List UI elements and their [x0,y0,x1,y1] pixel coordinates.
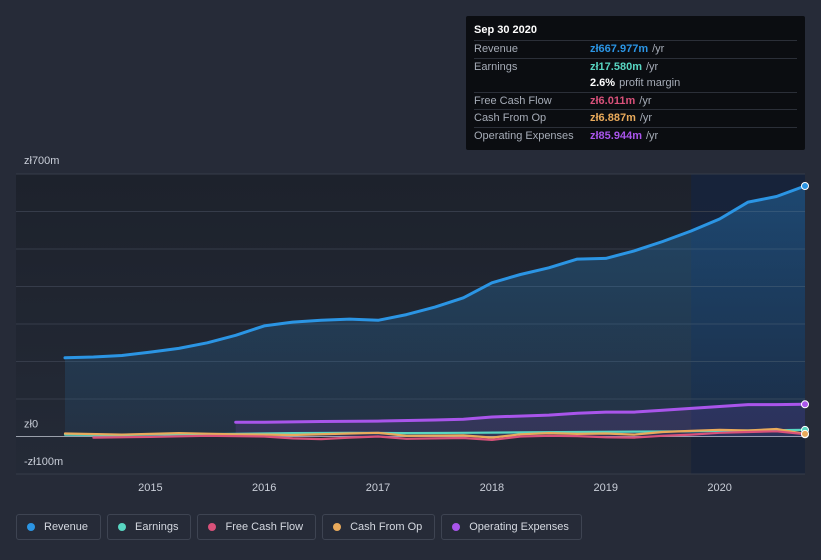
tooltip-row-revenue: Revenue zł667.977m /yr [474,40,797,58]
tooltip-unit: profit margin [619,77,681,90]
tooltip-unit: /yr [639,112,653,125]
x-tick-label: 2019 [594,482,618,494]
tooltip-value: zł17.580m [590,60,642,73]
legend-item-operating-expenses[interactable]: Operating Expenses [441,514,582,540]
legend-item-revenue[interactable]: Revenue [16,514,102,540]
legend-dot-icon [333,523,342,531]
tooltip-label: Free Cash Flow [474,94,552,107]
tooltip-value: zł6.011m [590,94,636,107]
tooltip-row-cash-from-op: Cash From Op zł6.887m /yr [474,109,797,127]
legend-dot-icon [452,523,461,531]
x-tick-label: 2017 [366,482,390,494]
legend-label: Operating Expenses [469,521,569,533]
tooltip-label: Cash From Op [474,112,547,125]
operating-expenses-line [234,402,807,424]
tooltip-unit: /yr [645,129,659,142]
legend-label: Cash From Op [350,521,423,533]
tooltip-date: Sep 30 2020 [474,24,537,36]
tooltip-unit: /yr [639,94,652,107]
tooltip-row-free-cash-flow: Free Cash Flow zł6.011m /yr [474,91,797,110]
legend-item-cash-from-op[interactable]: Cash From Op [322,514,436,540]
operating-expenses-endpoint [801,400,809,409]
revenue-line [63,184,807,360]
legend-label: Revenue [44,521,89,533]
hover-tooltip: Sep 30 2020 Revenue zł667.977m /yr Earni… [466,16,805,150]
revenue-endpoint [801,182,809,191]
revenue-area [65,186,805,437]
x-tick-label: 2016 [252,482,276,494]
operating-expenses-area [235,404,805,437]
cash-from-op-endpoint [801,429,809,438]
tooltip-row-earnings: Earnings zł17.580m /yr [474,57,797,76]
tooltip-row-profit-margin: 2.6% profit margin [474,75,797,92]
legend-dot-icon [208,523,217,531]
x-tick-label: 2015 [138,482,162,494]
legend-item-earnings[interactable]: Earnings [107,514,192,540]
cash-from-op-line [63,427,807,439]
free-cash-flow-line [92,430,807,441]
tooltip-label: Operating Expenses [474,129,574,142]
legend-item-free-cash-flow[interactable]: Free Cash Flow [197,514,317,540]
legend-label: Earnings [135,521,179,533]
x-tick-label: 2018 [480,482,504,494]
y-tick-label: zł0 [24,419,38,431]
tooltip-value: 2.6% [590,77,616,90]
x-tick-label: 2020 [707,482,731,494]
tooltip-unit: /yr [652,43,665,56]
y-tick-label: -zł100m [24,456,63,468]
tooltip-value: zł85.944m [590,129,642,142]
chart-legend: Revenue Earnings Free Cash Flow Cash Fro… [16,514,582,540]
tooltip-label: Revenue [474,43,519,56]
y-tick-label: zł700m [24,155,59,167]
tooltip-row-operating-expenses: Operating Expenses zł85.944m /yr [474,126,797,145]
tooltip-label: Earnings [474,60,518,73]
tooltip-unit: /yr [645,60,659,73]
legend-dot-icon [118,523,127,531]
tooltip-value: zł6.887m [590,112,636,125]
legend-dot-icon [27,523,35,531]
tooltip-value: zł667.977m [590,43,649,56]
legend-label: Free Cash Flow [225,521,304,533]
